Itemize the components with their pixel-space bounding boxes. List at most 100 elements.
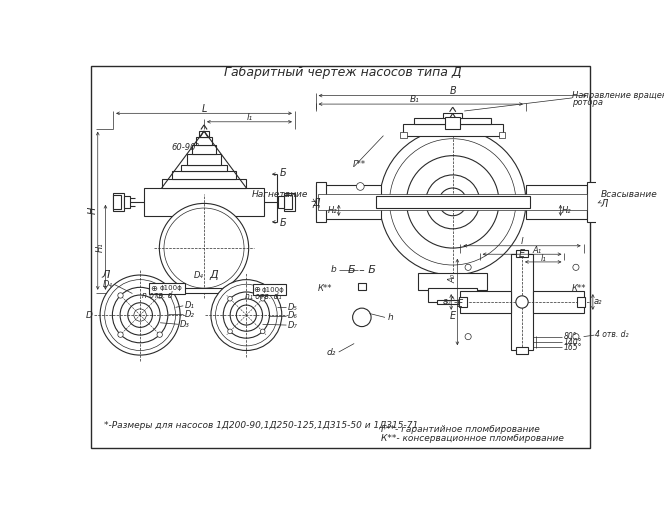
Circle shape <box>228 329 232 334</box>
Bar <box>124 196 130 208</box>
Bar <box>315 182 327 222</box>
Text: l₁: l₁ <box>540 253 546 263</box>
Bar <box>376 196 530 208</box>
Bar <box>192 145 216 154</box>
Circle shape <box>112 288 168 343</box>
Text: D: D <box>86 310 92 320</box>
Text: D₅: D₅ <box>288 303 298 312</box>
Circle shape <box>573 334 579 340</box>
Text: Г**: Г** <box>353 161 366 169</box>
Text: D₇: D₇ <box>288 321 298 330</box>
Circle shape <box>380 129 526 275</box>
Text: L: L <box>201 104 207 114</box>
Text: H: H <box>88 207 98 214</box>
Text: h: h <box>388 313 394 322</box>
Text: ⊕: ⊕ <box>151 283 157 293</box>
Bar <box>444 113 462 118</box>
Circle shape <box>573 264 579 270</box>
Text: n отв. d: n отв. d <box>142 291 172 300</box>
Bar <box>252 284 286 295</box>
Bar <box>511 254 533 350</box>
Bar <box>460 291 511 313</box>
Bar <box>172 171 236 179</box>
Bar <box>445 117 460 129</box>
Circle shape <box>353 308 371 327</box>
Text: Л: Л <box>600 199 608 209</box>
Circle shape <box>118 293 124 298</box>
Bar <box>438 300 468 304</box>
Bar <box>187 154 221 165</box>
Bar <box>526 185 588 219</box>
Text: 60-90°: 60-90° <box>172 143 201 152</box>
Text: ротора: ротора <box>572 98 603 107</box>
Text: Направление вращения: Направление вращения <box>572 91 664 100</box>
Circle shape <box>465 334 471 340</box>
Bar <box>418 273 487 291</box>
Text: D₄: D₄ <box>193 271 203 279</box>
Text: *-Размеры для насосов 1Д200-90,1Д250-125,1Д315-50 и 1Д315-71: *-Размеры для насосов 1Д200-90,1Д250-125… <box>104 421 418 430</box>
Bar <box>284 193 295 211</box>
Circle shape <box>211 279 282 351</box>
Text: Б – Б: Б – Б <box>348 265 376 275</box>
Circle shape <box>100 275 180 355</box>
Text: 165°: 165° <box>564 343 582 352</box>
Text: D₂: D₂ <box>185 310 195 319</box>
Circle shape <box>228 296 232 301</box>
Circle shape <box>127 303 153 327</box>
Bar <box>516 346 528 355</box>
Bar <box>499 132 505 138</box>
Text: d₂: d₂ <box>326 347 336 357</box>
Bar <box>278 196 284 208</box>
Bar <box>144 188 264 216</box>
Text: E: E <box>450 311 456 321</box>
Bar <box>197 137 212 145</box>
Bar <box>358 283 366 290</box>
Text: ϕ100ϕ: ϕ100ϕ <box>261 287 284 293</box>
Text: A₀: A₀ <box>448 274 457 283</box>
Text: ϕ100ϕ: ϕ100ϕ <box>159 285 183 291</box>
Bar <box>149 283 185 294</box>
Bar <box>516 249 528 258</box>
Bar <box>533 291 584 313</box>
Text: A₁: A₁ <box>533 246 542 255</box>
Circle shape <box>230 299 262 331</box>
Bar <box>113 195 121 209</box>
Circle shape <box>216 284 277 346</box>
Text: ⊕: ⊕ <box>254 285 261 294</box>
Circle shape <box>516 296 528 308</box>
Text: 80°: 80° <box>564 332 577 341</box>
Text: b: b <box>331 265 337 274</box>
Text: Габаритный чертеж насосов типа Д: Габаритный чертеж насосов типа Д <box>224 66 461 79</box>
Text: Б: Б <box>280 218 286 229</box>
Bar <box>578 297 585 307</box>
Text: Д: Д <box>313 199 320 208</box>
Circle shape <box>260 329 265 334</box>
Bar <box>240 288 254 294</box>
Circle shape <box>223 292 270 338</box>
Circle shape <box>260 296 265 301</box>
Circle shape <box>164 208 244 288</box>
Text: Б: Б <box>280 168 286 178</box>
Circle shape <box>357 182 364 190</box>
Text: D₄: D₄ <box>102 280 112 289</box>
Bar <box>199 131 209 137</box>
Circle shape <box>120 295 160 335</box>
Bar <box>161 179 246 188</box>
Text: a₀: a₀ <box>442 298 451 306</box>
Text: n₁ отв. d₁: n₁ отв. d₁ <box>245 292 282 301</box>
Ellipse shape <box>341 288 383 347</box>
Circle shape <box>159 203 249 293</box>
Circle shape <box>118 332 124 337</box>
Text: H₁: H₁ <box>96 242 104 252</box>
Text: B₁: B₁ <box>410 95 420 104</box>
Bar <box>284 195 291 209</box>
Circle shape <box>406 155 499 248</box>
Bar <box>181 165 227 171</box>
Bar <box>164 288 244 293</box>
Text: Д: Д <box>210 270 218 280</box>
Circle shape <box>157 293 163 298</box>
Text: К**: К** <box>572 283 586 293</box>
Circle shape <box>426 175 479 229</box>
Circle shape <box>236 305 256 325</box>
Text: l: l <box>521 237 523 246</box>
